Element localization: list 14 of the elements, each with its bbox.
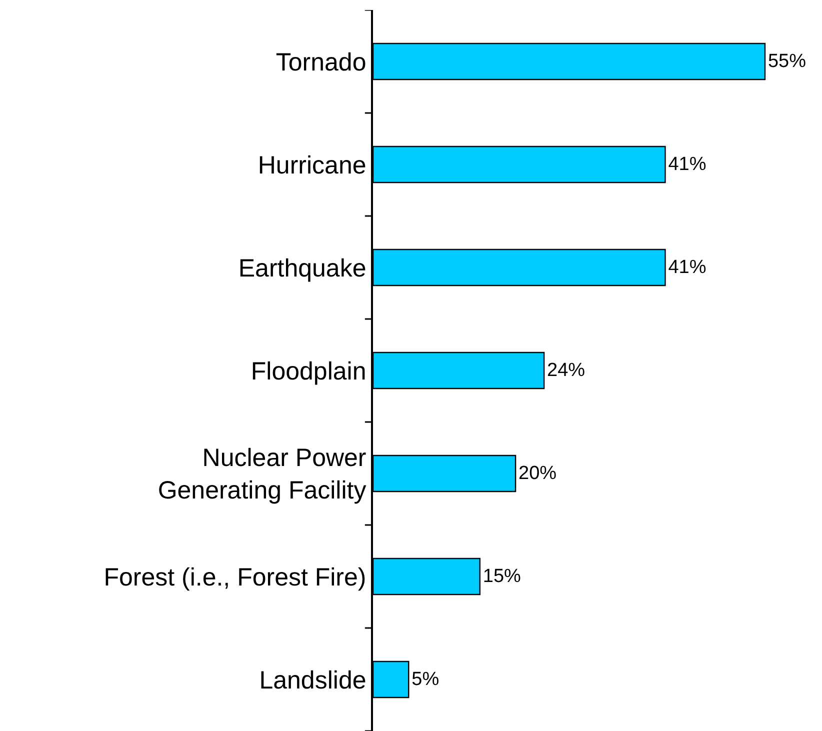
y-tick-label: Floodplain bbox=[250, 357, 366, 386]
y-tick-label: Hurricane bbox=[258, 151, 366, 180]
data-label: 41% bbox=[668, 257, 706, 278]
data-label: 20% bbox=[518, 463, 557, 484]
y-tick-label: Forest (i.e., Forest Fire) bbox=[104, 563, 366, 592]
data-label: 5% bbox=[412, 669, 440, 690]
y-tick-label: Landslide bbox=[259, 666, 366, 694]
data-label: 55% bbox=[768, 51, 806, 72]
y-tick-label: Nuclear Power Generating Facility bbox=[158, 444, 367, 504]
y-tick-label: Earthquake bbox=[238, 254, 366, 282]
data-label: 41% bbox=[668, 154, 706, 175]
y-tick-label: Tornado bbox=[276, 48, 366, 76]
data-label: 24% bbox=[547, 360, 586, 382]
data-label: 15% bbox=[482, 566, 522, 588]
